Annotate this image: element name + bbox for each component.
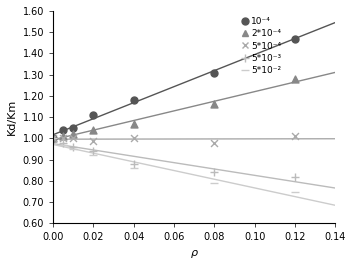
Point [50,136,56,140]
Point [131,162,137,166]
Point [60,141,66,145]
Point [70,147,76,151]
Point [211,102,217,107]
Point [211,141,217,145]
Point [292,77,298,81]
Legend: 10⁻⁴, 2*10⁻⁴, 5*10⁻⁴, 5*10⁻³, 5*10⁻²: 10⁻⁴, 2*10⁻⁴, 5*10⁻⁴, 5*10⁻³, 5*10⁻² [241,15,283,77]
Point [90,113,96,117]
Point [292,134,298,138]
Point [50,136,56,140]
Point [211,181,217,185]
Point [292,37,298,41]
Y-axis label: Kd/Km: Kd/Km [7,99,17,135]
Point [90,128,96,132]
Point [131,166,137,170]
Point [60,136,66,140]
Point [70,136,76,140]
Point [90,139,96,143]
Point [131,121,137,126]
Point [60,143,66,147]
Point [70,126,76,130]
Point [211,170,217,175]
Point [131,98,137,102]
Point [50,136,56,140]
Point [292,175,298,179]
Point [292,189,298,194]
Point [211,70,217,75]
Point [70,145,76,149]
Point [50,136,56,140]
Point [60,128,66,132]
Point [70,132,76,136]
X-axis label: ρ: ρ [191,248,198,258]
Point [50,136,56,140]
Point [90,153,96,158]
Point [90,149,96,153]
Point [60,134,66,138]
Point [131,136,137,140]
